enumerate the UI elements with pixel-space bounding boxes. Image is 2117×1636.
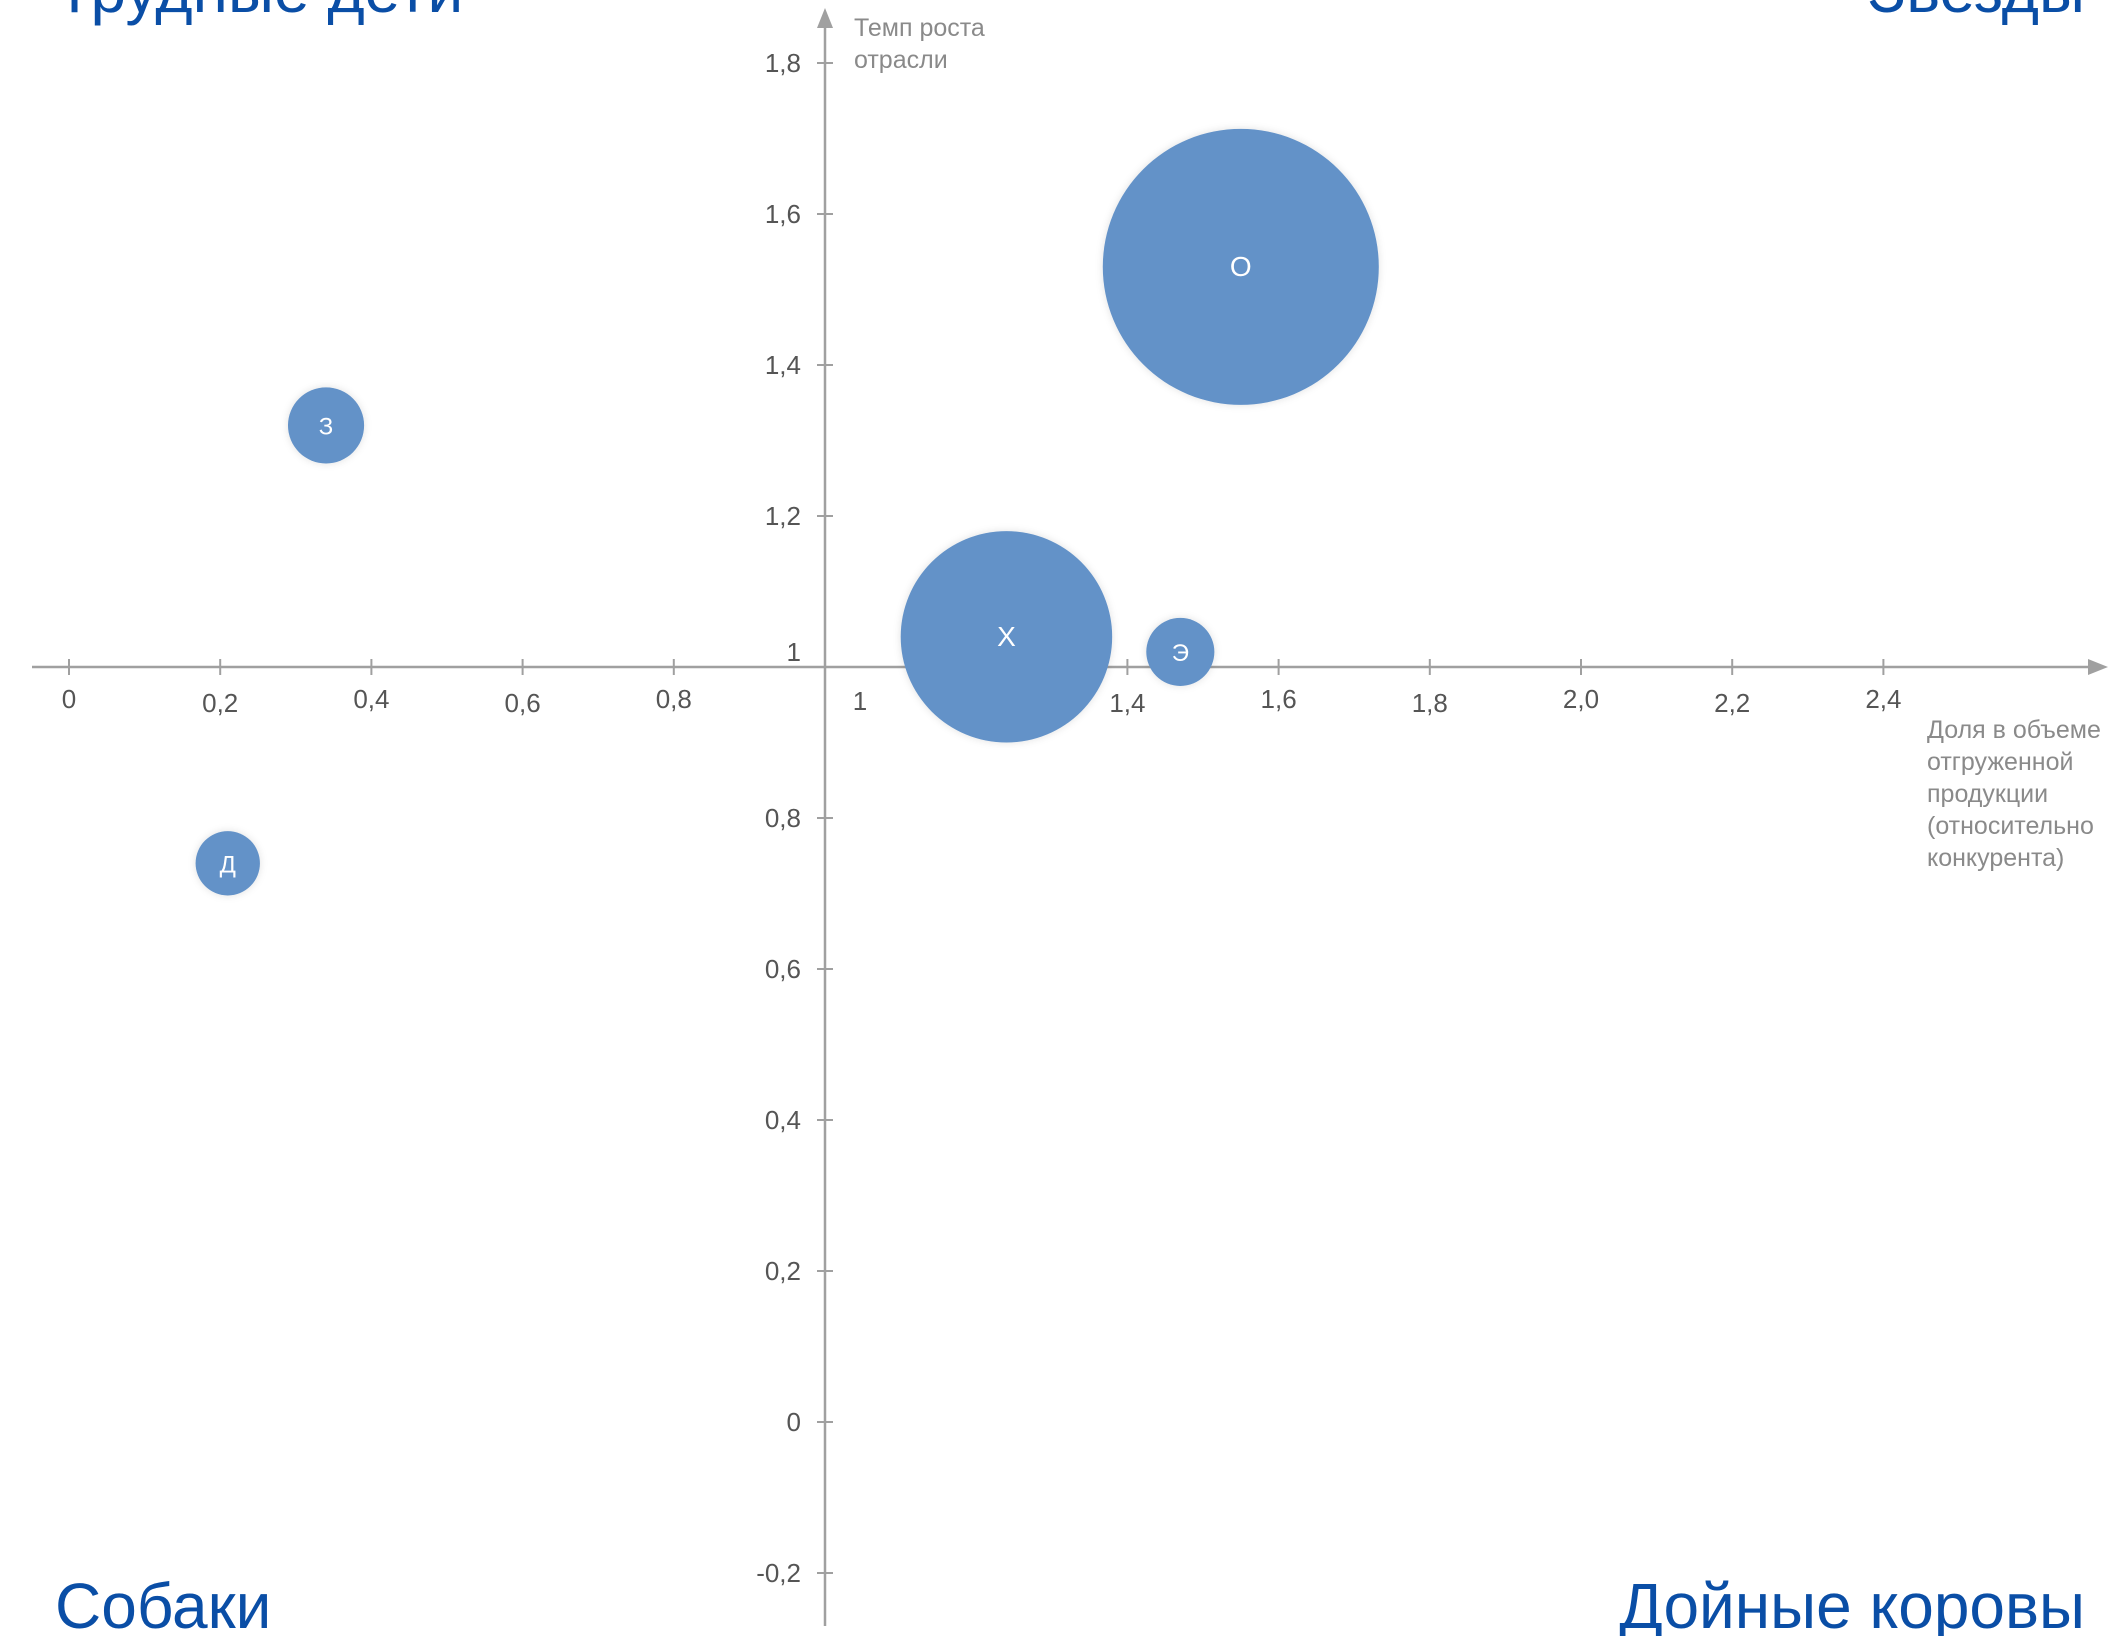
bubble-Э	[1146, 617, 1215, 686]
bubble-series: З Д Х Э О	[195, 128, 1379, 896]
y-axis-arrow	[817, 8, 833, 28]
x-tick-label: 0	[62, 684, 76, 714]
y-axis-ticks: 1,8 1,6 1,4 1,2 1 0,8 0,6 0,4 0,2 0 -0,2	[756, 48, 833, 1588]
y-tick-label: 0,6	[765, 954, 801, 984]
y-tick-label: 0	[787, 1407, 801, 1437]
y-tick-label: 1,8	[765, 48, 801, 78]
y-tick-label: 1,2	[765, 501, 801, 531]
x-tick-label: 1,6	[1261, 684, 1297, 714]
y-tick-label: -0,2	[756, 1558, 801, 1588]
y-axis-title: Темп роста отрасли	[854, 14, 992, 74]
quadrant-title-cash-cows: Дойные коровы	[1619, 1570, 2085, 1636]
y-tick-label: 1,6	[765, 199, 801, 229]
y-tick-label: 1,4	[765, 350, 801, 380]
x-tick-label: 2,4	[1865, 684, 1901, 714]
bubble-label: Х	[997, 621, 1016, 652]
x-axis-arrow	[2088, 659, 2108, 675]
bubble-З	[287, 387, 365, 464]
x-tick-label: 1,4	[1109, 688, 1145, 718]
bubble-label: О	[1230, 251, 1252, 282]
bubble-О	[1102, 128, 1379, 405]
x-tick-label: 0,8	[656, 684, 692, 714]
quadrant-title-dogs: Собаки	[55, 1570, 271, 1636]
x-tick-label: 1	[853, 686, 867, 716]
x-tick-label: 0,4	[353, 684, 389, 714]
bubble-label: Э	[1172, 640, 1189, 667]
x-tick-label: 0,2	[202, 688, 238, 718]
y-tick-label: 1	[787, 637, 801, 667]
quadrant-title-stars: Звезды	[1868, 0, 2085, 26]
quadrant-title-question-marks: Трудные дети	[55, 0, 463, 26]
x-tick-label: 1,8	[1412, 688, 1448, 718]
y-tick-label: 0,4	[765, 1105, 801, 1135]
y-tick-label: 0,2	[765, 1256, 801, 1286]
x-tick-label: 0,6	[505, 688, 541, 718]
x-tick-label: 2,0	[1563, 684, 1599, 714]
x-axis-title: Доля в объеме отгруженной продукции (отн…	[1927, 716, 2108, 872]
bubble-label: З	[319, 413, 334, 440]
bubble-label: Д	[220, 851, 236, 878]
x-tick-label: 2,2	[1714, 688, 1750, 718]
y-tick-label: 0,8	[765, 803, 801, 833]
bubble-Д	[195, 831, 260, 896]
bubble-Х	[900, 531, 1113, 743]
